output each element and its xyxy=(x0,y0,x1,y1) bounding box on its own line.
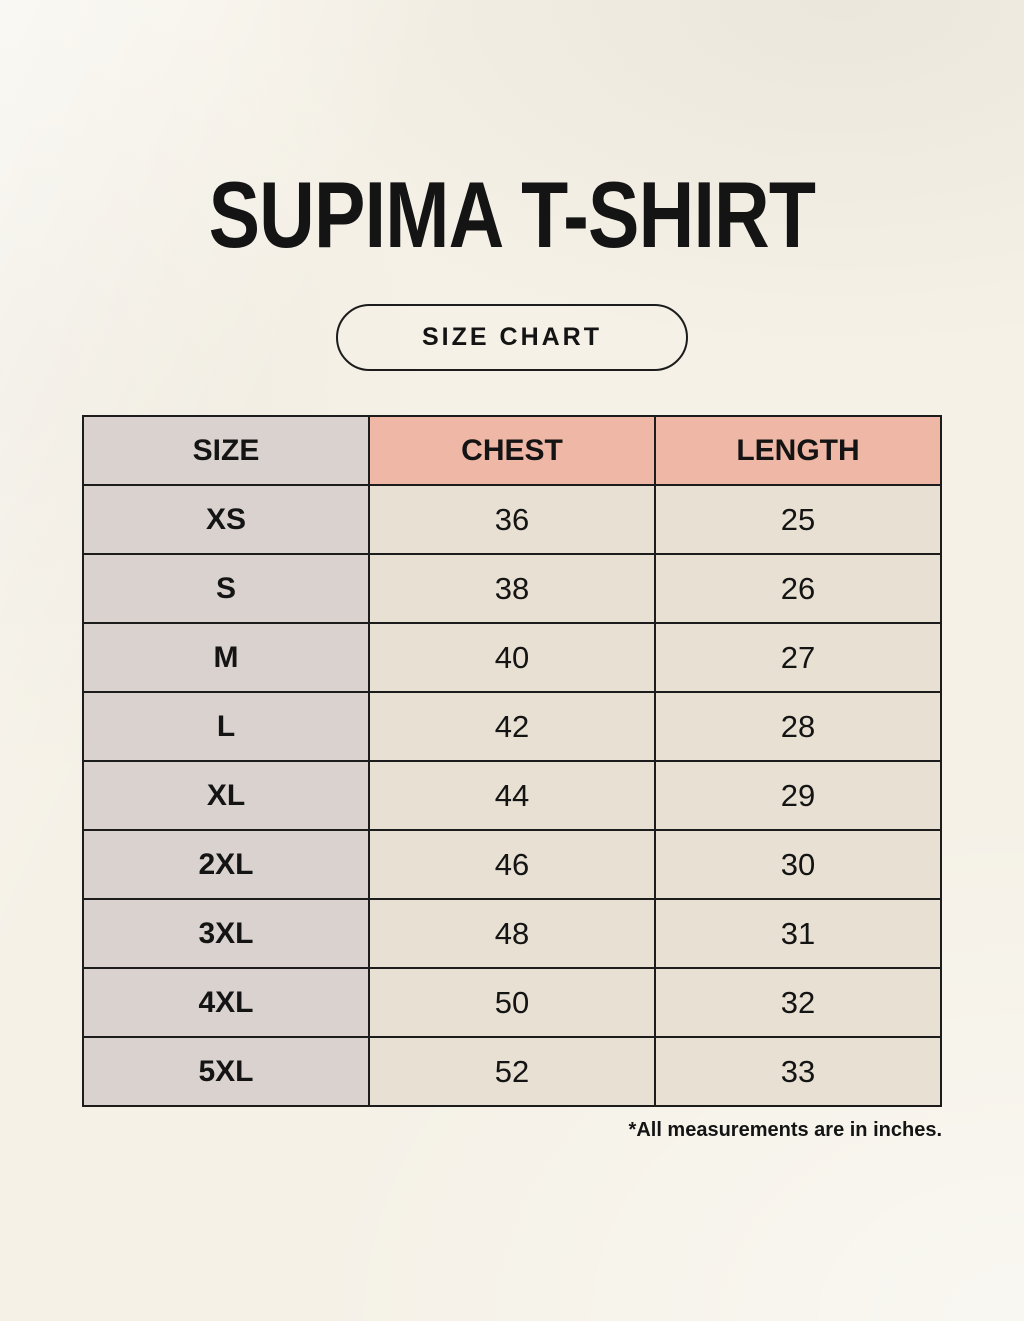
header-row: SIZE CHEST LENGTH xyxy=(82,415,942,486)
length-value-cell: 27 xyxy=(654,622,942,693)
table-row: 3XL 48 31 xyxy=(82,898,942,969)
size-chart-badge: SIZE CHART xyxy=(336,304,688,371)
size-cell: 3XL xyxy=(82,898,370,969)
table-row: 4XL 50 32 xyxy=(82,967,942,1038)
col-header-length: LENGTH xyxy=(654,415,942,486)
length-value-cell: 31 xyxy=(654,898,942,969)
chest-value-cell: 42 xyxy=(368,691,656,762)
page-title: SUPIMA T-SHIRT xyxy=(208,162,816,267)
size-chart-badge-label: SIZE CHART xyxy=(422,323,602,351)
chest-value-cell: 40 xyxy=(368,622,656,693)
length-value-cell: 30 xyxy=(654,829,942,900)
size-table: SIZE CHEST LENGTH XS 36 25 S 38 26 M 40 … xyxy=(82,415,942,1107)
table-row: 5XL 52 33 xyxy=(82,1036,942,1107)
chest-value-cell: 36 xyxy=(368,484,656,555)
measurements-footnote: *All measurements are in inches. xyxy=(628,1119,942,1141)
col-header-size: SIZE xyxy=(82,415,370,486)
length-value-cell: 25 xyxy=(654,484,942,555)
length-value-cell: 26 xyxy=(654,553,942,624)
table-row: S 38 26 xyxy=(82,553,942,624)
chest-value-cell: 48 xyxy=(368,898,656,969)
length-value-cell: 28 xyxy=(654,691,942,762)
table-row: 2XL 46 30 xyxy=(82,829,942,900)
chest-value-cell: 50 xyxy=(368,967,656,1038)
size-cell: 4XL xyxy=(82,967,370,1038)
size-cell: 2XL xyxy=(82,829,370,900)
size-table-container: SIZE CHEST LENGTH XS 36 25 S 38 26 M 40 … xyxy=(82,415,942,1107)
chest-value-cell: 38 xyxy=(368,553,656,624)
table-row: XL 44 29 xyxy=(82,760,942,831)
chest-value-cell: 44 xyxy=(368,760,656,831)
size-cell: S xyxy=(82,553,370,624)
table-row: M 40 27 xyxy=(82,622,942,693)
size-cell: L xyxy=(82,691,370,762)
size-table-body: XS 36 25 S 38 26 M 40 27 L 42 28 XL 44 2… xyxy=(82,484,942,1107)
chest-value-cell: 52 xyxy=(368,1036,656,1107)
size-table-header: SIZE CHEST LENGTH xyxy=(82,415,942,486)
size-cell: M xyxy=(82,622,370,693)
size-cell: XS xyxy=(82,484,370,555)
length-value-cell: 33 xyxy=(654,1036,942,1107)
length-value-cell: 32 xyxy=(654,967,942,1038)
size-cell: XL xyxy=(82,760,370,831)
size-cell: 5XL xyxy=(82,1036,370,1107)
chest-value-cell: 46 xyxy=(368,829,656,900)
col-header-chest: CHEST xyxy=(368,415,656,486)
table-row: XS 36 25 xyxy=(82,484,942,555)
length-value-cell: 29 xyxy=(654,760,942,831)
table-row: L 42 28 xyxy=(82,691,942,762)
